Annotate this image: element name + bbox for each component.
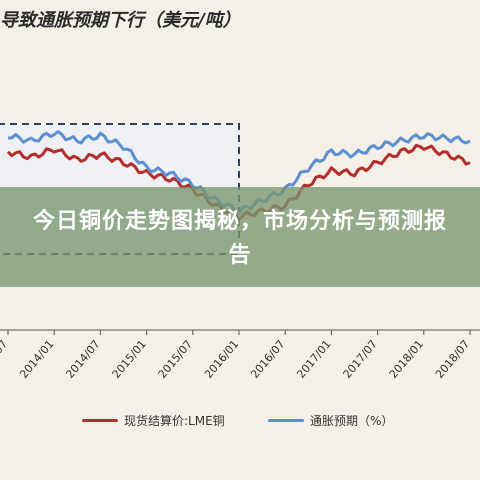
x-tick-label: 2014/07 xyxy=(63,338,102,381)
x-tick-labels: 2013/07 2014/01 2014/07 2015/01 2015/07 2016/… xyxy=(0,338,472,381)
x-tick-label: 2016/01 xyxy=(202,338,241,381)
headline-text: 今日铜价走势图揭秘，市场分析与预测报告 xyxy=(32,209,447,268)
legend-swatch-blue xyxy=(268,419,304,422)
x-tick-label: 2018/07 xyxy=(433,338,472,381)
x-tick-label: 2017/01 xyxy=(294,338,333,381)
legend-label: 通胀预期（%） xyxy=(310,414,394,428)
x-tick-label: 2017/07 xyxy=(341,338,380,381)
legend-swatch-red xyxy=(82,419,118,422)
headline-banner xyxy=(0,187,480,287)
legend-item-inflation: 通胀预期（%） xyxy=(268,412,393,429)
x-tick-label: 2013/07 xyxy=(0,338,10,381)
legend-label: 现货结算价:LME铜 xyxy=(124,414,225,428)
x-tick-label: 2018/01 xyxy=(387,338,426,381)
legend-item-lme-copper: 现货结算价:LME铜 xyxy=(82,412,225,429)
x-tick-label: 2014/01 xyxy=(17,338,56,381)
chart-title: 导致通胀预期下行（美元/吨） xyxy=(0,10,241,31)
x-tick-label: 2015/01 xyxy=(110,338,149,381)
x-tick-label: 2015/07 xyxy=(156,338,195,381)
axis-layer xyxy=(0,329,480,335)
chart-legend: 现货结算价:LME铜 通胀预期（%） xyxy=(0,412,480,432)
x-tick-label: 2016/07 xyxy=(248,338,287,381)
